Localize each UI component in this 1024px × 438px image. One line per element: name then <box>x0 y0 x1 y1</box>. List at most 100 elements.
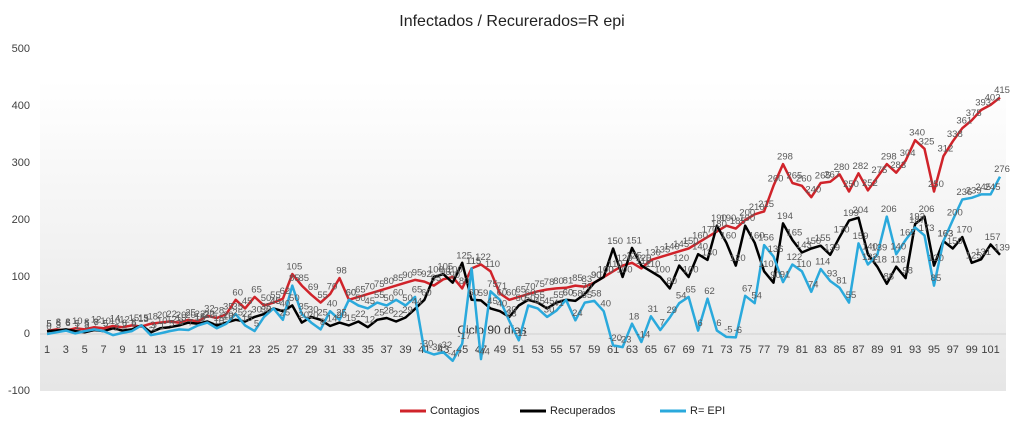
data-label: 92 <box>421 269 432 280</box>
data-label: 50 <box>515 293 526 304</box>
data-label: 3 <box>150 320 155 331</box>
data-label: 100 <box>617 265 633 276</box>
x-tick-label: 35 <box>362 344 374 356</box>
data-label: -30 <box>420 339 434 350</box>
data-label: 20 <box>223 310 234 321</box>
data-label: 199 <box>843 208 859 219</box>
data-label: 130 <box>702 247 718 258</box>
data-label: 58 <box>572 288 583 299</box>
data-label: 22 <box>355 309 366 320</box>
data-label: 125 <box>966 250 982 261</box>
data-label: 20 <box>336 310 347 321</box>
data-label: 22 <box>166 309 177 320</box>
data-label: 163 <box>937 229 953 240</box>
data-label: -20 <box>608 333 622 344</box>
x-tick-label: 7 <box>101 344 107 356</box>
data-label: 1 <box>160 321 165 332</box>
x-tick-label: 97 <box>947 344 959 356</box>
x-tick-label: 93 <box>909 344 921 356</box>
data-label: 260 <box>768 173 784 184</box>
x-tick-label: 85 <box>833 344 845 356</box>
x-tick-label: 25 <box>267 344 279 356</box>
data-label: 120 <box>636 253 652 264</box>
x-tick-label: 81 <box>796 344 808 356</box>
data-label: 151 <box>626 235 642 246</box>
data-label: 40 <box>497 299 508 310</box>
data-label: 282 <box>853 161 869 172</box>
y-tick-label: 300 <box>12 157 30 169</box>
data-label: 44 <box>412 296 423 307</box>
data-label: 193 <box>909 212 925 223</box>
data-label: 70 <box>525 282 536 293</box>
data-label: 69 <box>308 282 319 293</box>
data-label: 125 <box>626 250 642 261</box>
data-label: 60 <box>421 287 432 298</box>
data-label: 55 <box>317 290 328 301</box>
data-label: 93 <box>827 269 838 280</box>
data-label: 50 <box>289 293 300 304</box>
data-label: 190 <box>711 213 727 224</box>
data-label: 98 <box>336 266 347 277</box>
data-label: 70 <box>582 282 593 293</box>
data-label: 110 <box>485 259 500 270</box>
data-label: -47 <box>448 348 462 359</box>
x-tick-label: 67 <box>664 344 676 356</box>
data-label: 415 <box>994 85 1010 96</box>
data-label: 45 <box>544 296 555 307</box>
data-label: 155 <box>815 233 831 244</box>
data-label: 20 <box>185 310 196 321</box>
data-label: 325 <box>919 136 935 147</box>
x-tick-label: 37 <box>381 344 393 356</box>
data-label: 160 <box>720 230 736 241</box>
plot-background <box>40 80 1006 391</box>
data-label: 30 <box>261 304 272 315</box>
data-label: -5 <box>724 324 732 335</box>
data-label: 361 <box>956 116 972 127</box>
data-label: 100 <box>654 265 670 276</box>
data-label: 6 <box>697 318 702 329</box>
data-label: 163 <box>937 229 953 240</box>
data-label: 2 <box>122 320 127 331</box>
data-label: 15 <box>138 313 149 324</box>
data-label: 35 <box>261 302 272 313</box>
data-label: -11 <box>514 328 527 339</box>
data-label: 215 <box>758 199 774 210</box>
data-label: 115 <box>466 256 481 267</box>
data-label: 7 <box>188 318 193 329</box>
data-label: 25 <box>374 307 385 318</box>
data-label: 1 <box>75 321 80 332</box>
data-label: 70 <box>327 282 338 293</box>
data-label: 160 <box>749 230 765 241</box>
data-label: 5 <box>103 319 108 330</box>
y-tick-label: 200 <box>12 214 30 226</box>
data-label: 120 <box>928 253 944 264</box>
data-label: 20 <box>298 310 309 321</box>
data-label: 165 <box>786 227 802 238</box>
x-tick-label: 83 <box>815 344 827 356</box>
data-label: 95 <box>412 267 423 278</box>
data-label: 35 <box>232 302 243 313</box>
data-label: 85 <box>393 273 404 284</box>
data-label: 122 <box>475 252 491 263</box>
data-label: 45 <box>270 296 281 307</box>
data-label: 35 <box>223 302 234 313</box>
data-label: 0 <box>46 322 51 333</box>
data-label: 65 <box>251 284 262 295</box>
data-label: 260 <box>796 173 812 184</box>
x-tick-label: 89 <box>871 344 883 356</box>
data-label: 252 <box>862 178 878 189</box>
data-label: 90 <box>591 270 602 281</box>
data-label: 20 <box>308 310 319 321</box>
data-label: 60 <box>468 287 479 298</box>
data-label: 60 <box>563 287 574 298</box>
data-label: 75 <box>487 279 498 290</box>
data-label: 170 <box>956 225 972 236</box>
data-label: 28 <box>214 306 225 317</box>
data-label: 5 <box>103 319 108 330</box>
data-label: 185 <box>730 216 746 227</box>
x-tick-label: 39 <box>399 344 411 356</box>
data-label: 157 <box>985 232 1001 243</box>
data-label: 15 <box>129 313 140 324</box>
data-label: 150 <box>683 236 699 247</box>
legend-label: R= EPI <box>690 405 725 417</box>
